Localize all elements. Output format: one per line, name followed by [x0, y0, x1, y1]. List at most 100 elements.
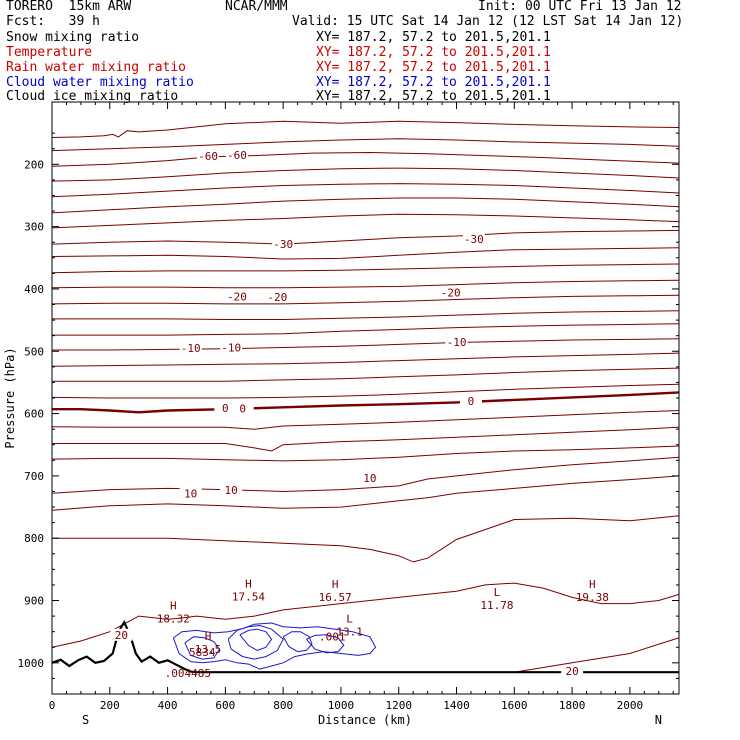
extremum-value-0: 18.32: [157, 612, 190, 625]
init-label: Init: 00 UTC Fri 13 Jan 12: [478, 0, 682, 14]
extremum-value-5: 13.1: [336, 625, 363, 638]
legend-name-temperature: Temperature: [6, 45, 93, 60]
extremum-value-3: 11.78: [480, 599, 513, 612]
cloud-label-2: .004485: [165, 667, 211, 680]
contour-label-8: -10: [221, 342, 241, 355]
contour-label-bg: [561, 664, 584, 677]
extremum-value-1: 17.54: [232, 590, 265, 603]
contour-label-12: 0: [468, 395, 475, 408]
x-end-label-north: N: [655, 713, 662, 727]
y-tick-label-1000: 1000: [18, 657, 45, 670]
legend-xy-cloud-water: XY= 187.2, 57.2 to 201.5,201.1: [316, 75, 551, 90]
contour-label-0: -60: [198, 150, 218, 163]
contour-label-bg: [225, 148, 248, 161]
x-tick-label-1800: 1800: [559, 699, 586, 712]
temperature-contour-t24: [52, 475, 679, 511]
cloud-label-1: .001: [319, 631, 346, 644]
contour-label-13: 10: [363, 472, 376, 485]
temperature-contour-t22: [52, 445, 679, 462]
x-tick-label-400: 400: [158, 699, 178, 712]
cloud-contour-c5: [282, 631, 313, 653]
extremum-kind-0: H: [170, 599, 177, 612]
contour-label-17: 20: [115, 629, 128, 642]
y-tick-label-900: 900: [24, 595, 44, 608]
legend-name-cloud-ice: Cloud ice mixing ratio: [6, 89, 179, 104]
contour-label-5: -20: [267, 291, 287, 304]
temperature-contour-t10: [52, 263, 679, 274]
extremum-kind-6: H: [205, 630, 212, 643]
y-tick-label-600: 600: [24, 408, 44, 421]
extremum-kind-3: L: [494, 586, 501, 599]
temperature-contour-t15: [52, 338, 679, 351]
temperature-contour-t20: [52, 410, 679, 430]
temperature-contour-t7: [52, 213, 679, 229]
temperature-contour-t25: [52, 515, 679, 563]
center-label: NCAR/MMM: [225, 0, 288, 14]
temperature-contour-t3: [52, 151, 679, 167]
cloud-contour-c4: [239, 628, 273, 651]
temperature-contour-t27: [514, 637, 679, 673]
legend-name-rain: Rain water mixing ratio: [6, 60, 187, 75]
x-tick-label-0: 0: [49, 699, 56, 712]
temperature-contour-t21: [52, 426, 679, 452]
cloud-contour-c3: [227, 624, 284, 660]
contour-label-16: 20: [565, 665, 578, 678]
temperature-contour-t4: [52, 167, 679, 182]
contour-label-bg: [179, 342, 202, 355]
contour-label-bg: [231, 402, 254, 415]
legend-name-cloud-water: Cloud water mixing ratio: [6, 75, 194, 90]
temperature-contour-t9: [52, 247, 679, 260]
y-tick-label-500: 500: [24, 345, 44, 358]
x-tick-label-2000: 2000: [617, 699, 644, 712]
contour-label-14: 10: [184, 487, 197, 500]
contour-label-bg: [197, 150, 220, 163]
terrain-line: [52, 619, 679, 674]
temperature-contour-t1: [52, 120, 679, 138]
contour-label-1: -60: [227, 149, 247, 162]
fcst-label: Fcst: 39 h: [6, 14, 100, 29]
y-tick-label-400: 400: [24, 283, 44, 296]
temperature-contour-t5: [52, 183, 679, 198]
y-tick-label-300: 300: [24, 221, 44, 234]
temperature-contour-t16: [52, 352, 679, 367]
legend-name-snow: Snow mixing ratio: [6, 30, 140, 45]
contour-label-bg: [220, 341, 243, 354]
legend-xy-rain: XY= 187.2, 57.2 to 201.5,201.1: [316, 60, 551, 75]
x-tick-label-1600: 1600: [501, 699, 528, 712]
x-tick-label-1200: 1200: [385, 699, 412, 712]
temperature-contour-t13: [52, 310, 679, 320]
temperature-contour-t23: [52, 456, 679, 494]
valid-label: Valid: 15 UTC Sat 14 Jan 12 (12 LST Sat …: [292, 14, 684, 29]
contour-label-bg: [220, 484, 243, 497]
model-label: TORERO 15km ARW: [6, 0, 132, 14]
contour-label-bg: [110, 628, 133, 641]
cloud-label-0: 5834: [189, 646, 216, 659]
y-tick-label-800: 800: [24, 532, 44, 545]
contour-label-bg: [462, 233, 485, 246]
temperature-contour-t17: [52, 367, 679, 382]
temperature-contour-t19-freezing: [52, 391, 679, 414]
temperature-contour-t2: [52, 138, 679, 152]
contour-label-bg: [439, 286, 462, 299]
temperature-contour-t6: [52, 197, 679, 214]
contour-label-bg: [445, 335, 468, 348]
contour-label-7: -10: [181, 342, 201, 355]
y-tick-label-700: 700: [24, 470, 44, 483]
extremum-kind-4: H: [589, 578, 596, 591]
extremum-value-2: 16.57: [319, 591, 352, 604]
contour-label-bg: [179, 487, 202, 500]
contour-label-10: 0: [222, 402, 229, 415]
temperature-contour-t18: [52, 383, 679, 399]
contour-label-bg: [225, 290, 248, 303]
temperature-contour-t12: [52, 294, 679, 305]
temperature-contour-t11: [52, 279, 679, 289]
cloud-contour-c2: [184, 636, 221, 660]
extremum-kind-2: H: [332, 578, 339, 591]
contour-label-2: -30: [273, 238, 293, 251]
contour-label-bg: [266, 291, 289, 304]
extremum-value-6: 13.5: [195, 643, 222, 656]
temperature-contour-t14: [52, 323, 679, 336]
x-tick-label-200: 200: [100, 699, 120, 712]
temperature-contour-t8: [52, 229, 679, 245]
